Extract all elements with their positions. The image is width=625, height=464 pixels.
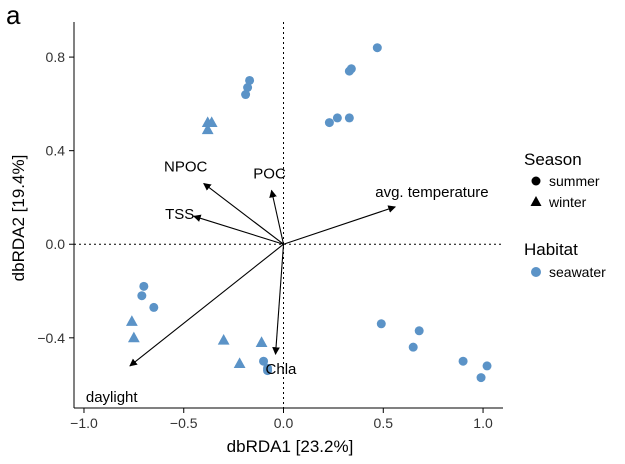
vector-arrow (269, 189, 285, 245)
data-point-summer (245, 75, 255, 85)
data-point-summer (324, 118, 334, 128)
legend: Season summer winter Habitat seawater (524, 150, 606, 280)
data-point-winter (201, 123, 214, 135)
data-point-summer (408, 342, 418, 352)
panel-label: a (6, 0, 21, 30)
legend-label-summer: summer (549, 173, 600, 189)
vector-label: TSS (165, 206, 194, 223)
x-tick-label: −0.5 (170, 415, 198, 431)
vector-label: daylight (86, 389, 139, 406)
data-point-summer (259, 356, 269, 366)
data-point-summer (137, 291, 147, 301)
data-point-winter (201, 116, 214, 128)
data-point-summer (139, 281, 149, 291)
vector-label: POC (253, 165, 286, 182)
vector-arrow (283, 205, 396, 245)
data-point-summer (263, 366, 273, 376)
data-point-summer (344, 66, 354, 76)
data-point-summer (332, 113, 342, 123)
x-tick-label: 1.0 (473, 415, 493, 431)
y-tick-label: −0.4 (37, 330, 65, 346)
data-point-winter (255, 336, 268, 347)
plot-area: −1.0 −0.5 0.0 0.5 1.0 −0.4 0.0 0.4 0.8 NPOC POC avg… (37, 22, 503, 431)
vector-label: Chla (266, 361, 298, 378)
legend-title-season: Season (524, 150, 582, 169)
legend-marker-winter (530, 196, 542, 206)
vector-label: avg. temperature (375, 184, 488, 201)
vector-label: NPOC (164, 158, 208, 175)
data-point-winter (127, 331, 140, 343)
legend-marker-summer (531, 176, 541, 186)
data-point-summer (149, 302, 159, 312)
vector-arrow (272, 244, 285, 355)
legend-label-seawater: seawater (549, 264, 606, 280)
data-point-summer (344, 113, 354, 123)
legend-label-winter: winter (548, 194, 587, 210)
data-point-summer (476, 373, 486, 383)
vector-arrow (203, 182, 284, 245)
data-point-summer (376, 319, 386, 329)
x-axis-title: dbRDA1 [23.2%] (227, 437, 354, 456)
data-point-winter (233, 357, 246, 369)
vector-arrow (129, 243, 284, 367)
x-tick-label: 0.5 (374, 415, 394, 431)
vector-arrow (192, 214, 284, 245)
x-tick-label: 0.0 (274, 415, 294, 431)
y-tick-label: 0.0 (46, 236, 66, 252)
y-tick-label: 0.4 (46, 143, 66, 159)
legend-marker-seawater (531, 267, 541, 277)
data-point-summer (482, 361, 492, 371)
data-point-winter (217, 333, 230, 345)
y-axis-title: dbRDA2 [19.4%] (9, 155, 28, 282)
data-point-summer (414, 326, 424, 336)
legend-title-habitat: Habitat (524, 240, 578, 259)
data-point-summer (243, 83, 253, 93)
data-point-summer (458, 356, 468, 366)
data-point-winter (125, 315, 138, 326)
data-point-summer (372, 43, 382, 53)
x-tick-label: −1.0 (70, 415, 98, 431)
data-point-summer (241, 90, 251, 100)
y-tick-label: 0.8 (46, 49, 66, 65)
